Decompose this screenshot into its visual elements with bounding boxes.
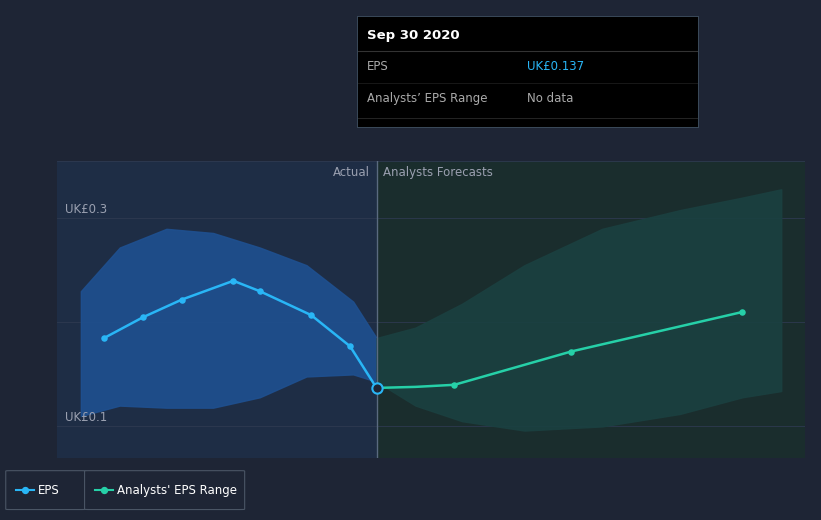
Point <box>19 486 32 494</box>
Point <box>736 308 749 316</box>
Text: Analysts' EPS Range: Analysts' EPS Range <box>117 484 236 497</box>
Point <box>98 486 111 494</box>
Bar <box>57 161 377 458</box>
FancyBboxPatch shape <box>85 471 245 510</box>
Text: UK£0.137: UK£0.137 <box>528 60 585 73</box>
Point <box>136 313 149 321</box>
Point <box>565 347 578 356</box>
Point <box>176 295 189 304</box>
Point <box>253 287 266 295</box>
Bar <box>377 161 805 458</box>
Point <box>447 381 461 389</box>
Text: UK£0.1: UK£0.1 <box>65 411 108 424</box>
FancyBboxPatch shape <box>6 471 86 510</box>
Text: Sep 30 2020: Sep 30 2020 <box>367 29 460 42</box>
Text: Actual: Actual <box>333 166 370 179</box>
Point <box>305 311 318 319</box>
Point <box>98 334 111 342</box>
Text: Analysts Forecasts: Analysts Forecasts <box>383 166 493 179</box>
Text: EPS: EPS <box>367 60 389 73</box>
Text: Analysts’ EPS Range: Analysts’ EPS Range <box>367 92 488 105</box>
Point <box>343 342 356 350</box>
Text: EPS: EPS <box>38 484 59 497</box>
Text: No data: No data <box>528 92 574 105</box>
Point <box>370 384 383 392</box>
Text: UK£0.3: UK£0.3 <box>65 203 108 216</box>
Point <box>227 277 240 285</box>
